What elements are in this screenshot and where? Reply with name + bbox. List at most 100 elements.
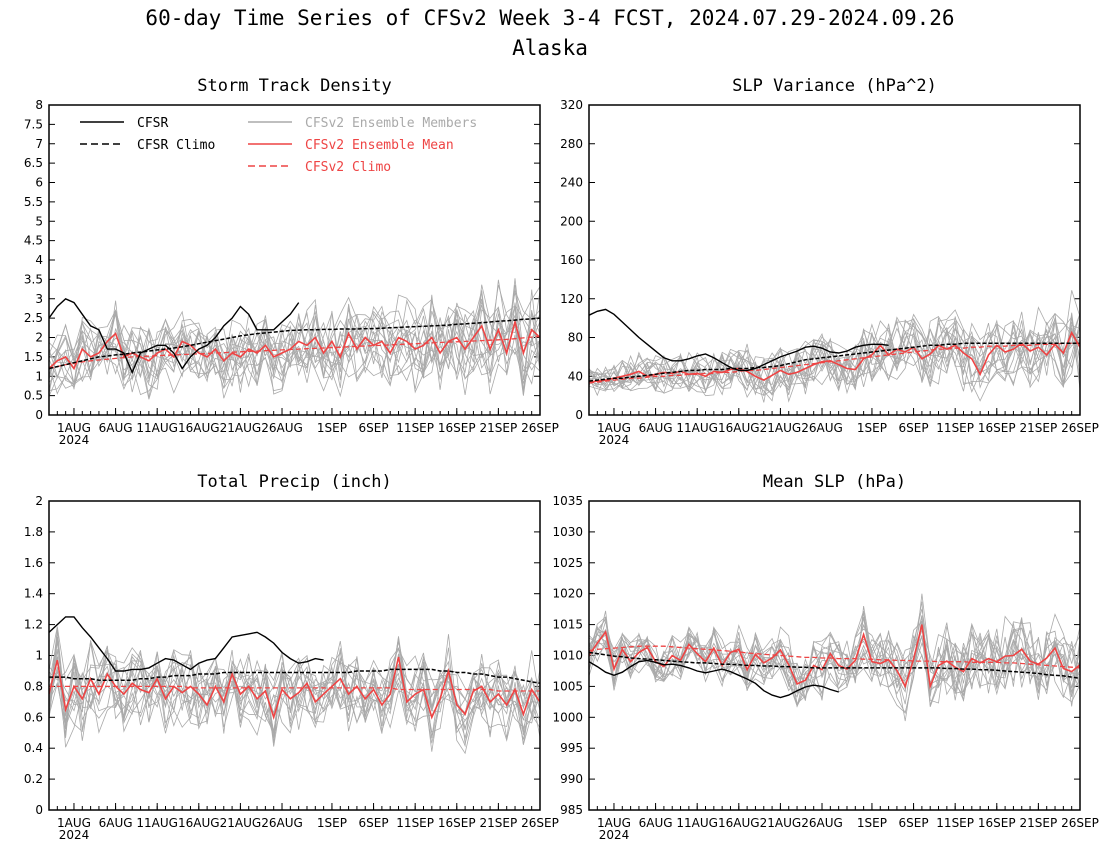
storm-track-ytick-label: 6 — [35, 176, 43, 190]
slp-variance-ensemble-member — [589, 322, 1080, 389]
mean-slp-ytick-label: 1015 — [552, 618, 583, 632]
storm-track-ytick-label: 2.5 — [24, 311, 43, 325]
mean-slp-xtick-label: 6AUG — [639, 816, 673, 830]
slp-variance-ensemble-member — [589, 315, 1080, 402]
total-precip-ytick-label: 1 — [35, 649, 43, 663]
storm-track-year-label: 2024 — [59, 433, 90, 447]
mean-slp-xtick-label: 26AUG — [801, 816, 843, 830]
mean-slp-xtick-label: 21SEP — [1020, 816, 1058, 830]
mean-slp-xtick-label: 11AUG — [676, 816, 718, 830]
storm-track-xtick-label: 16SEP — [438, 421, 476, 435]
total-precip-xtick-label: 16SEP — [438, 816, 476, 830]
slp-variance-xtick-label: 21AUG — [760, 421, 802, 435]
storm-track-xtick-label: 1SEP — [317, 421, 347, 435]
storm-track-xtick-label: 1AUG — [57, 421, 91, 435]
total-precip-xtick-label: 16AUG — [178, 816, 220, 830]
mean-slp-ytick-label: 1025 — [552, 556, 583, 570]
storm-track-title: Storm Track Density — [197, 76, 391, 96]
mean-slp-ensemble-member — [589, 608, 1080, 705]
mean-slp-ytick-label: 1000 — [552, 710, 583, 724]
mean-slp-ytick-label: 1010 — [552, 649, 583, 663]
total-precip-xtick-label: 6SEP — [359, 816, 389, 830]
total-precip-ytick-label: 1.8 — [24, 525, 43, 539]
total-precip-ytick-label: 1.6 — [24, 556, 43, 570]
total-precip-xtick-label: 6AUG — [99, 816, 133, 830]
mean-slp-xtick-label: 1SEP — [857, 816, 887, 830]
slp-variance-panel: SLP Variance (hPa^2) 0 40 80 120 160 200 240 280… — [560, 76, 1099, 447]
slp-variance-xtick-label: 1SEP — [857, 421, 887, 435]
mean-slp-title: Mean SLP (hPa) — [763, 472, 906, 492]
mean-slp-plot-area — [589, 593, 1080, 722]
slp-variance-xtick-label: 11AUG — [676, 421, 718, 435]
slp-variance-year-label: 2024 — [599, 433, 630, 447]
storm-track-ytick-label: 5.5 — [24, 195, 43, 209]
total-precip-ytick-label: 0.2 — [24, 772, 43, 786]
total-precip-ensemble-member — [49, 630, 540, 744]
total-precip-xtick-label: 26AUG — [261, 816, 303, 830]
storm-track-ensemble-member — [49, 309, 540, 400]
storm-track-xtick-label: 11SEP — [396, 421, 434, 435]
slp-variance-cfsr-line — [589, 308, 889, 372]
slp-variance-ytick-label: 40 — [568, 369, 583, 383]
storm-track-ytick-label: 5 — [35, 214, 43, 228]
legend-label-3: CFSv2 Ensemble Mean — [305, 138, 454, 153]
slp-variance-ytick-label: 120 — [560, 292, 583, 306]
total-precip-ensemble-member — [49, 656, 540, 748]
storm-track-ensemble-member — [49, 289, 540, 395]
slp-variance-xtick-label: 1AUG — [597, 421, 631, 435]
mean-slp-ensemble-member — [589, 617, 1080, 706]
total-precip-ytick-label: 2 — [35, 494, 43, 508]
total-precip-ensemble-member — [49, 659, 540, 739]
storm-track-ensemble-member — [49, 306, 540, 395]
storm-track-xtick-label: 21SEP — [480, 421, 518, 435]
mean-slp-frame — [588, 500, 1081, 811]
mean-slp-xtick-label: 1AUG — [597, 816, 631, 830]
storm-track-ytick-label: 0.5 — [24, 389, 43, 403]
figure-title: 60-day Time Series of CFSv2 Week 3-4 FCS… — [145, 6, 955, 30]
total-precip-ytick-label: 0.6 — [24, 710, 43, 724]
slp-variance-xtick-label: 21SEP — [1020, 421, 1058, 435]
mean-slp-ensemble-member — [589, 616, 1080, 715]
total-precip-xtick-label: 21AUG — [220, 816, 262, 830]
mean-slp-ensemble-member — [589, 618, 1080, 692]
mean-slp-ensemble-member — [589, 618, 1080, 693]
total-precip-ensemble-member — [49, 636, 540, 744]
storm-track-ensemble-member — [49, 302, 540, 395]
storm-track-ytick-label: 2 — [35, 331, 43, 345]
slp-variance-ytick-label: 200 — [560, 214, 583, 228]
mean-slp-ytick-label: 1005 — [552, 679, 583, 693]
storm-track-ensemble-member — [49, 289, 540, 381]
mean-slp-panel: Mean SLP (hPa) 985 990 995 1000 1005 1010 1015 1… — [552, 472, 1098, 842]
total-precip-ytick-label: 0.8 — [24, 679, 43, 693]
storm-track-xtick-label: 21AUG — [220, 421, 262, 435]
total-precip-ensemble-mean-line — [49, 656, 540, 721]
storm-track-cfsr-line — [49, 297, 300, 375]
storm-track-ytick-label: 4 — [35, 253, 43, 267]
total-precip-year-label: 2024 — [59, 828, 90, 842]
slp-variance-xtick-label: 16SEP — [978, 421, 1016, 435]
slp-variance-xtick-label: 11SEP — [936, 421, 974, 435]
mean-slp-ytick-label: 985 — [560, 803, 583, 817]
mean-slp-cfsr-climo-line — [589, 651, 1080, 680]
total-precip-ytick-label: 1.2 — [24, 618, 43, 632]
mean-slp-ytick-label: 1030 — [552, 525, 583, 539]
total-precip-title: Total Precip (inch) — [197, 472, 391, 492]
total-precip-ytick-label: 1.4 — [24, 587, 43, 601]
slp-variance-xtick-label: 6SEP — [899, 421, 929, 435]
mean-slp-xtick-label: 26SEP — [1061, 816, 1099, 830]
legend-label-4: CFSv2 Climo — [305, 160, 391, 175]
slp-variance-xtick-label: 16AUG — [718, 421, 760, 435]
storm-track-ytick-label: 0 — [35, 408, 43, 422]
slp-variance-frame — [588, 104, 1081, 416]
total-precip-xtick-label: 1SEP — [317, 816, 347, 830]
mean-slp-cfsr-line — [589, 659, 839, 699]
total-precip-xtick-label: 21SEP — [480, 816, 518, 830]
total-precip-ensemble-member — [49, 641, 540, 739]
storm-track-ytick-label: 1.5 — [24, 350, 43, 364]
total-precip-ensemble-member — [49, 637, 540, 715]
mean-slp-cfsv2-climo-line — [589, 645, 1080, 669]
storm-track-ytick-label: 3 — [35, 292, 43, 306]
storm-track-xtick-label: 6SEP — [359, 421, 389, 435]
slp-variance-ensemble-member — [589, 306, 1080, 388]
